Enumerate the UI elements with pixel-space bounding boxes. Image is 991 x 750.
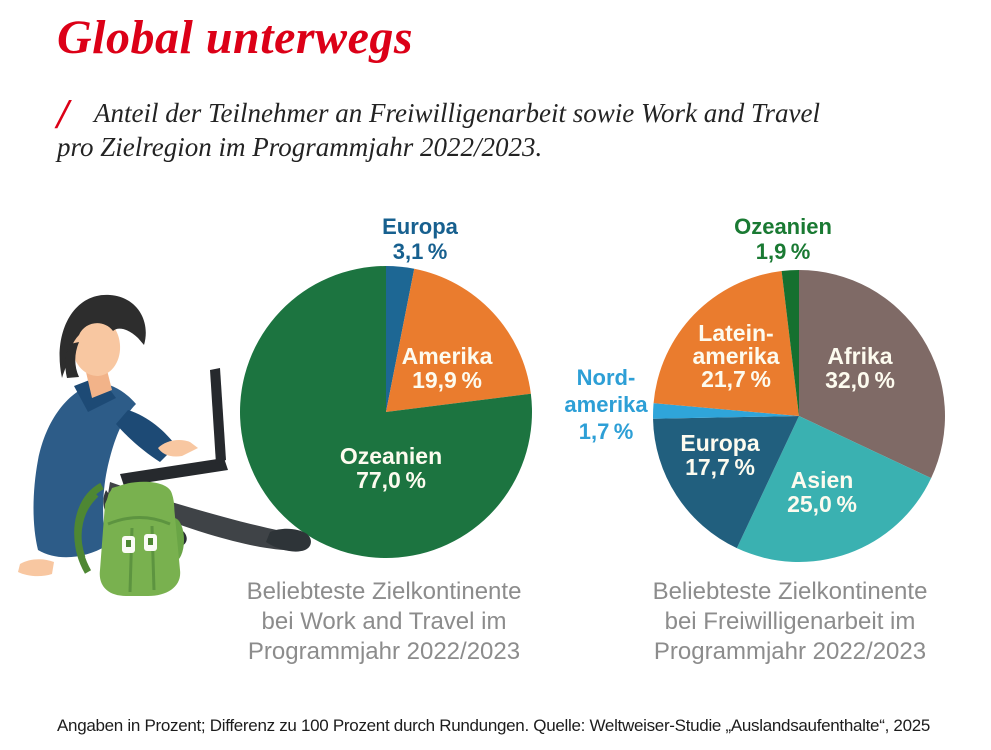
- caption-freiwilligenarbeit: Beliebteste Zielkontinente bei Freiwilli…: [600, 577, 980, 667]
- source-note: Angaben in Prozent; Differenz zu 100 Pro…: [57, 716, 931, 735]
- subtitle-line-2: pro Zielregion im Programmjahr 2022/2023…: [57, 132, 543, 162]
- caption-line: Programmjahr 2022/2023: [653, 638, 927, 665]
- pie-slice-afrika: [799, 270, 945, 479]
- laptop-base: [120, 458, 228, 486]
- pie-label-europa: Europa 17,7 %: [680, 430, 759, 480]
- pie-label-ozeanien: Ozeanien 1,9 %: [734, 214, 832, 264]
- backpack: [74, 481, 184, 596]
- pie-slice-lateinamerika: [653, 271, 799, 416]
- pie-slice-ozeanien: [781, 270, 799, 416]
- pie-slice-nordamerika: [653, 403, 799, 419]
- caption-work-and-travel: Beliebteste Zielkontinente bei Work and …: [194, 577, 574, 667]
- person-hair: [59, 294, 146, 378]
- laptop-screen: [210, 368, 226, 464]
- pie-label-afrika: Afrika 32,0 %: [825, 343, 895, 393]
- backpack-strap: [74, 491, 99, 574]
- pie-slice-amerika: [386, 268, 531, 412]
- pie-chart-freiwilligenarbeit: Afrika 32,0 % Asien 25,0 % Europa 17,7 % Nord-…: [564, 214, 945, 562]
- caption-line: Programmjahr 2022/2023: [247, 638, 521, 665]
- pie-label-lateinamerika: Latein-amerika 21,7 %: [693, 320, 780, 392]
- person-foot: [18, 559, 54, 577]
- person-hand: [158, 440, 198, 457]
- person-face: [71, 316, 121, 376]
- person-jacket: [33, 382, 136, 558]
- subtitle-line-1: Anteil der Teilnehmer an Freiwilligenarb…: [94, 98, 820, 128]
- traveler-illustration: [18, 294, 311, 596]
- pie-label-ozeanien: Ozeanien 77,0 %: [340, 443, 442, 493]
- red-slash-decoration: /: [57, 92, 69, 138]
- page-title: Global unterwegs: [57, 11, 414, 64]
- pie-slice-asien: [736, 416, 932, 562]
- caption-line: Beliebteste Zielkontinente: [652, 578, 928, 605]
- caption-line: bei Work and Travel im: [261, 608, 507, 635]
- caption-line: Beliebteste Zielkontinente: [246, 578, 522, 605]
- person-hair-sideburn: [65, 342, 79, 378]
- backpack-flap-seam: [107, 516, 171, 526]
- pie-slice-europa: [386, 266, 415, 412]
- subtitle-text: Anteil der Teilnehmer an Freiwilligenarb…: [57, 94, 937, 164]
- pie-label-nordamerika: Nord-amerika 1,7 %: [564, 365, 648, 444]
- subtitle-block: / Anteil der Teilnehmer an Freiwilligena…: [57, 92, 937, 164]
- pie-slice-ozeanien: [240, 266, 532, 558]
- backpack-flap: [105, 481, 175, 524]
- caption-line: bei Freiwilligenarbeit im: [664, 608, 916, 635]
- backpack-buckle-notch: [126, 540, 131, 547]
- backpack-buckle-notch: [148, 538, 153, 545]
- pie-label-amerika: Amerika 19,9 %: [402, 343, 493, 393]
- pie-chart-work-and-travel: Europa 3,1 % Amerika 19,9 % Ozeanien 77,0 %: [240, 214, 532, 558]
- pie-label-europa: Europa 3,1 %: [382, 214, 459, 264]
- pie-label-asien: Asien 25,0 %: [787, 467, 857, 517]
- pie-slice-europa: [653, 416, 799, 549]
- person-shoe: [266, 528, 311, 552]
